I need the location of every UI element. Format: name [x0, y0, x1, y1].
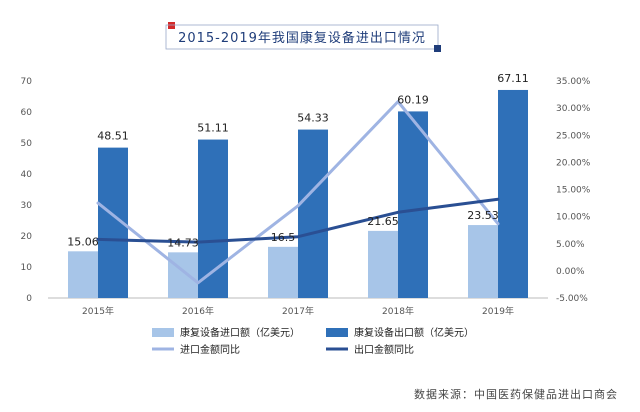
legend-label-export: 康复设备出口额（亿美元） [354, 326, 474, 339]
bar-import [368, 230, 398, 298]
x-tick-label: 2017年 [282, 305, 314, 317]
legend-label-import: 康复设备进口额（亿美元） [180, 326, 300, 339]
y-left-tick-label: 10 [21, 263, 33, 273]
x-tick-label: 2018年 [382, 305, 414, 317]
x-tick-label: 2016年 [182, 305, 214, 317]
y-left-tick-label: 70 [21, 77, 33, 87]
legend: 康复设备进口额（亿美元） 康复设备出口额（亿美元） 进口金额同比 出口金额同比 [152, 326, 474, 356]
data-label-export: 51.11 [197, 122, 229, 135]
legend-swatch-export [326, 328, 348, 337]
legend-swatch-import [152, 328, 174, 337]
y-left-tick-label: 50 [21, 139, 33, 149]
bar-export [298, 129, 328, 298]
y-left-tick-label: 40 [21, 170, 33, 180]
line-export-yoy [96, 197, 500, 244]
y-left-tick-label: 30 [21, 201, 33, 211]
chart-title: 2015-2019年我国康复设备进出口情况 [178, 30, 426, 46]
y-right-tick-label: -5.00% [556, 294, 588, 304]
y-right-tick-label: 10.00% [556, 213, 591, 223]
y-left-tick-label: 60 [21, 108, 33, 118]
y-right-tick-label: 15.00% [556, 186, 591, 196]
y-right-tick-label: 0.00% [556, 267, 585, 277]
y-right-tick-label: 5.00% [556, 240, 585, 250]
x-tick-label: 2019年 [482, 305, 514, 317]
y-right-tick-label: 30.00% [556, 104, 591, 114]
data-label-export: 67.11 [497, 72, 529, 85]
axis-layer: 0 10 20 30 40 50 60 70 -5.00% 0.00% 5.00% 10.00% 15.… [21, 77, 591, 317]
legend-label-import-yoy: 进口金额同比 [180, 343, 240, 356]
line-layer [96, 100, 500, 285]
source-note: 数据来源：中国医药保健品进出口商会 [414, 387, 618, 401]
y-right-tick-label: 25.00% [556, 131, 591, 141]
bar-export [198, 139, 228, 298]
data-label-export: 60.19 [397, 93, 429, 106]
line-import-yoy [96, 100, 500, 285]
legend-label-export-yoy: 出口金额同比 [354, 343, 414, 356]
data-label-export: 54.33 [297, 112, 329, 125]
data-label-import: 23.53 [467, 209, 499, 222]
data-label-export: 48.51 [97, 130, 129, 143]
bar-export [398, 111, 428, 298]
y-left-tick-label: 20 [21, 232, 33, 242]
title-blue-marker [434, 45, 441, 52]
bar-export [498, 89, 528, 298]
bar-import [268, 246, 298, 298]
y-left-tick-label: 0 [26, 294, 32, 304]
data-label-import: 15.06 [67, 235, 99, 248]
data-label-import: 16.5 [271, 231, 296, 244]
bar-import [468, 225, 498, 298]
x-tick-label: 2015年 [82, 305, 114, 317]
data-label-import: 21.65 [367, 215, 399, 228]
label-layer: 15.06 14.73 16.5 21.65 23.53 48.51 51.11 54.33 6… [67, 72, 529, 249]
title-red-marker [168, 22, 175, 29]
bar-import [68, 251, 98, 298]
y-right-tick-label: 35.00% [556, 77, 591, 87]
title-frame [165, 24, 439, 50]
bar-import [168, 252, 198, 298]
y-right-tick-label: 20.00% [556, 158, 591, 168]
data-label-import: 14.73 [167, 236, 199, 249]
bar-layer [68, 89, 528, 298]
